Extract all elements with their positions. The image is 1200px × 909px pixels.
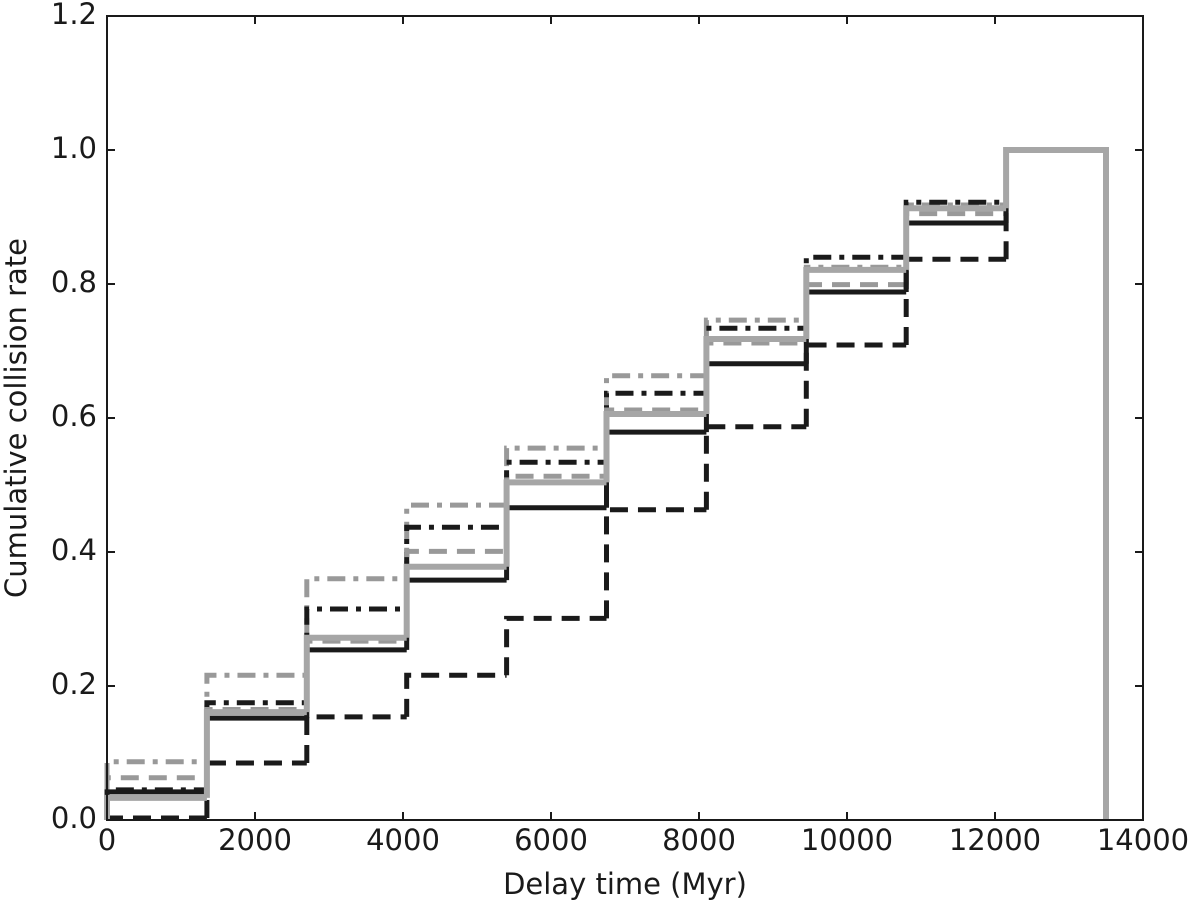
step-segment [604, 429, 707, 508]
x-axis-label: Delay time (Myr) [503, 867, 747, 901]
step-segment [304, 647, 407, 719]
step-segment [504, 473, 607, 552]
step-segment [703, 317, 807, 376]
step-segment [304, 714, 407, 764]
y-axis-label: Cumulative collision rate [0, 238, 33, 598]
y-tick-label: 0.2 [51, 667, 97, 701]
step-segment [803, 289, 907, 364]
step-segment [504, 445, 607, 506]
x-tick-label: 2000 [218, 823, 292, 857]
step-segment [1003, 147, 1109, 820]
step-segment [304, 606, 407, 703]
step-segment [703, 335, 807, 414]
y-tick-label: 0.0 [51, 801, 97, 835]
step-segment [104, 759, 207, 820]
x-tick-label: 10000 [801, 823, 893, 857]
step-segment [703, 361, 807, 433]
y-tick-label: 0.8 [51, 265, 97, 299]
step-segment [803, 342, 907, 427]
x-tick-label: 8000 [662, 823, 736, 857]
step-segment [903, 256, 1007, 345]
step-segment [604, 407, 707, 477]
step-segment [1003, 147, 1109, 820]
step-segment [703, 325, 807, 394]
step-segment [504, 505, 607, 581]
x-tick-label: 6000 [514, 823, 588, 857]
step-segment [1003, 147, 1109, 820]
step-segment [204, 760, 307, 818]
x-tick-label: 14000 [1097, 823, 1189, 857]
y-tick-label: 0.4 [51, 533, 97, 567]
step-segment [703, 424, 807, 510]
step-segment [1003, 147, 1109, 820]
step-segment [1003, 147, 1109, 820]
step-segment [803, 266, 907, 339]
step-segment [303, 634, 407, 713]
step-segment [903, 205, 1007, 270]
step-segment [504, 615, 607, 676]
plot-frame [106, 15, 1144, 821]
step-segment [403, 563, 507, 638]
step-segment [703, 340, 807, 410]
step-segment [204, 715, 307, 792]
step-segment [203, 709, 307, 798]
step-segment [104, 787, 207, 820]
step-segment [903, 199, 1007, 258]
step-segment [603, 410, 707, 483]
x-tick-label: 12000 [949, 823, 1041, 857]
x-tick-label: 0 [98, 823, 116, 857]
step-segment [404, 577, 507, 650]
y-tick-label: 1.2 [51, 0, 97, 31]
step-segment [504, 459, 607, 528]
x-tick-label: 4000 [366, 823, 440, 857]
step-segment [304, 576, 407, 676]
step-segment [503, 479, 607, 567]
step-segment [1003, 147, 1109, 820]
step-segment [903, 202, 1007, 268]
step-segment [604, 507, 707, 619]
step-segment [404, 672, 507, 717]
y-tick-label: 0.6 [51, 399, 97, 433]
step-segment [604, 390, 707, 463]
y-tick-label: 1.0 [51, 131, 97, 165]
